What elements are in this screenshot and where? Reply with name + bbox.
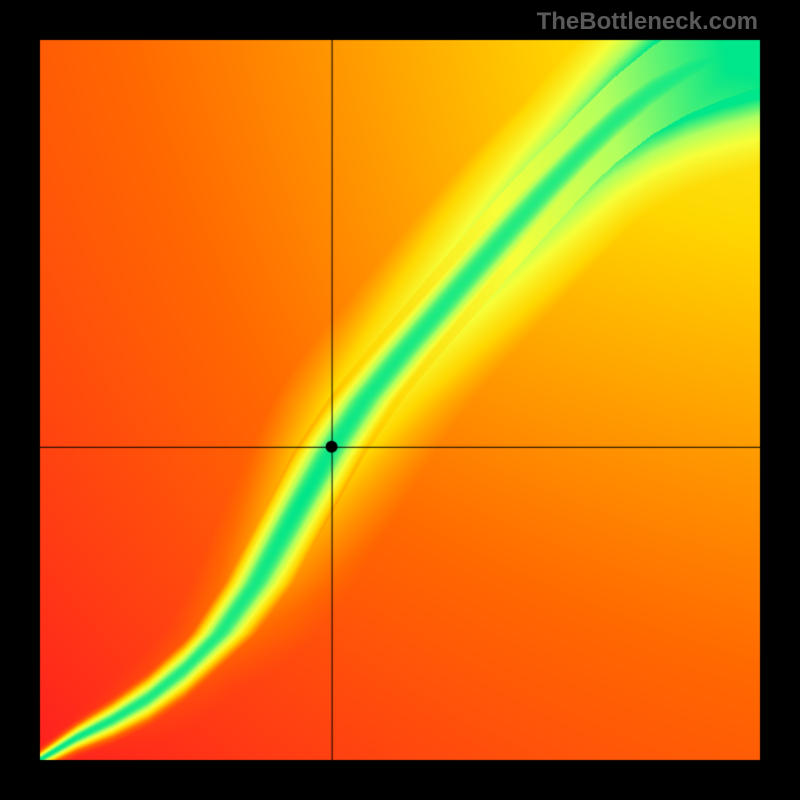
watermark-text: TheBottleneck.com xyxy=(537,8,758,36)
chart-container: TheBottleneck.com xyxy=(0,0,800,800)
heatmap-canvas xyxy=(0,0,800,800)
